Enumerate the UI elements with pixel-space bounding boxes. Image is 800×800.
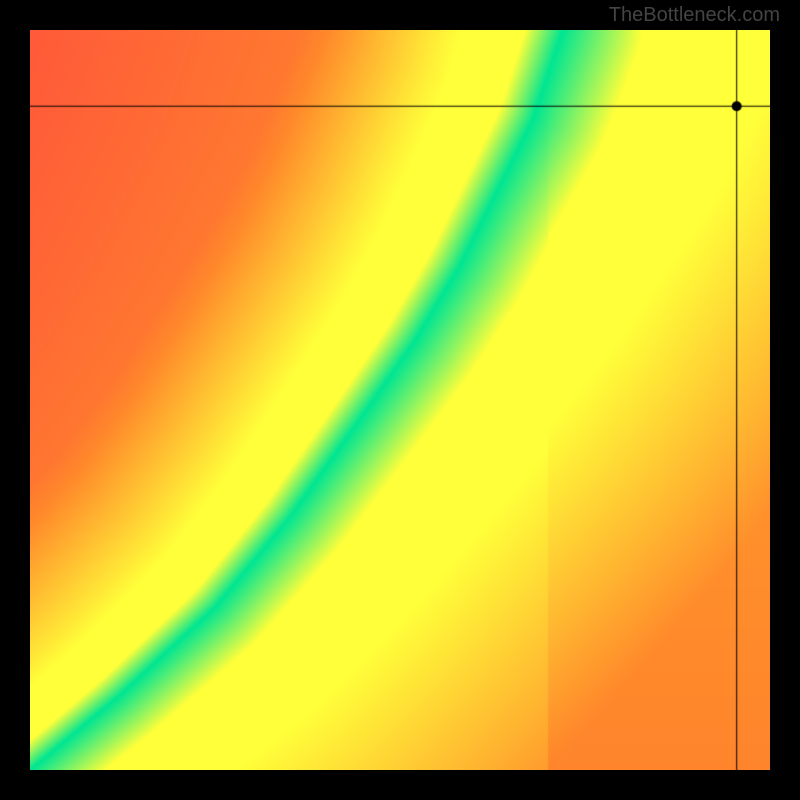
heatmap-plot xyxy=(30,30,770,770)
watermark: TheBottleneck.com xyxy=(609,4,780,27)
heatmap-canvas xyxy=(30,30,770,770)
